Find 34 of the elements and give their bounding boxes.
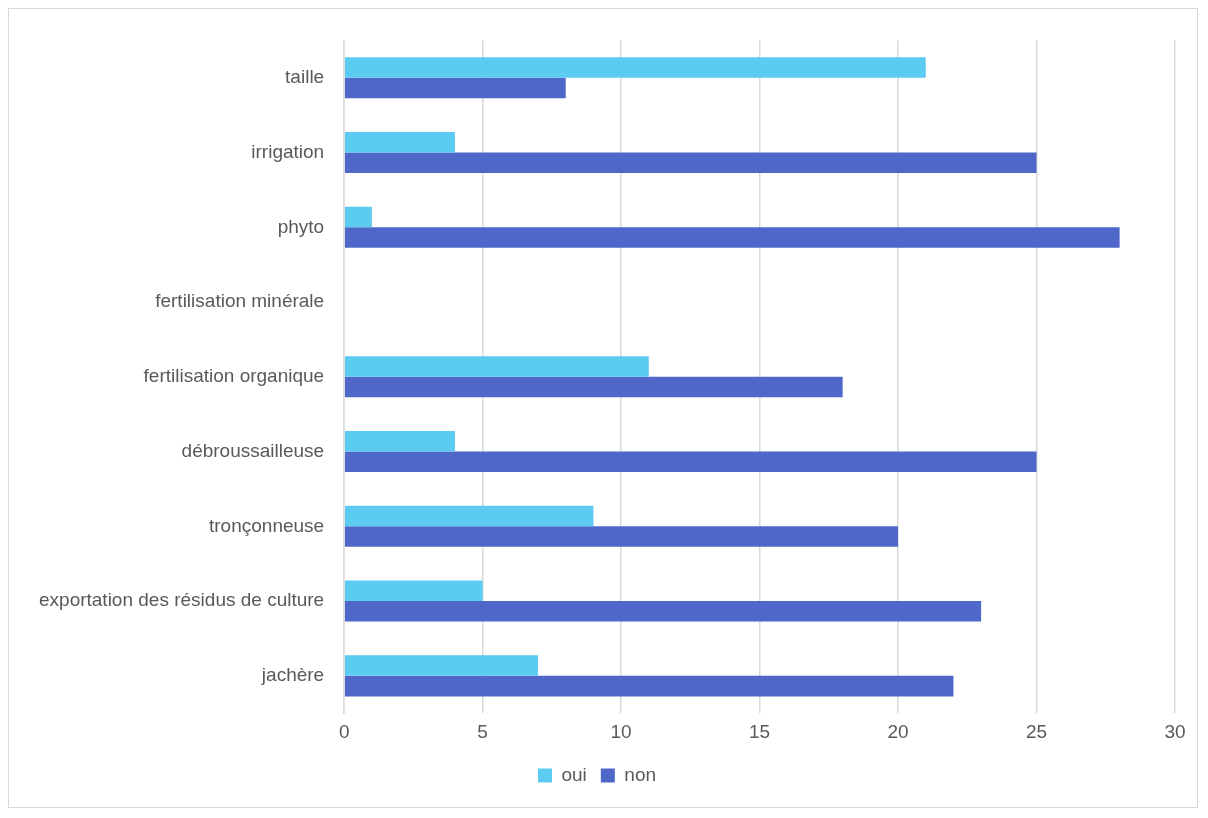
x-tick-label: 15 xyxy=(749,720,771,742)
y-tick-label: taille xyxy=(285,66,325,88)
y-tick-label: irrigation xyxy=(251,140,325,162)
bar xyxy=(344,227,1120,248)
bar xyxy=(344,601,982,622)
bar xyxy=(344,57,926,78)
bar xyxy=(344,526,899,547)
x-tick-label: 20 xyxy=(887,720,909,742)
bar xyxy=(344,77,566,99)
y-tick-label: jachère xyxy=(260,664,325,686)
bar xyxy=(344,655,539,676)
y-tick-label: phyto xyxy=(277,215,325,237)
x-tick-label: 10 xyxy=(610,720,632,742)
legend-label: oui xyxy=(561,763,587,785)
legend-label: non xyxy=(624,763,657,785)
bar xyxy=(344,580,483,602)
x-tick-label: 30 xyxy=(1164,720,1186,742)
x-tick-label: 25 xyxy=(1025,720,1048,742)
bar xyxy=(344,431,455,452)
x-tick-label: 0 xyxy=(338,720,350,742)
x-tick-label: 5 xyxy=(477,720,488,742)
y-tick-label: fertilisation minérale xyxy=(155,290,325,312)
bar xyxy=(344,675,954,697)
bar xyxy=(344,206,372,228)
bar xyxy=(344,376,843,398)
bar xyxy=(344,451,1037,473)
bar xyxy=(344,356,649,377)
bar xyxy=(344,152,1037,174)
bar xyxy=(344,505,594,527)
y-tick-label: fertilisation organique xyxy=(143,365,325,387)
y-tick-label: tronçonneuse xyxy=(209,514,325,536)
bar xyxy=(344,131,455,153)
y-tick-label: débroussailleuse xyxy=(181,439,325,461)
y-tick-label: exportation des résidus de culture xyxy=(39,589,325,611)
